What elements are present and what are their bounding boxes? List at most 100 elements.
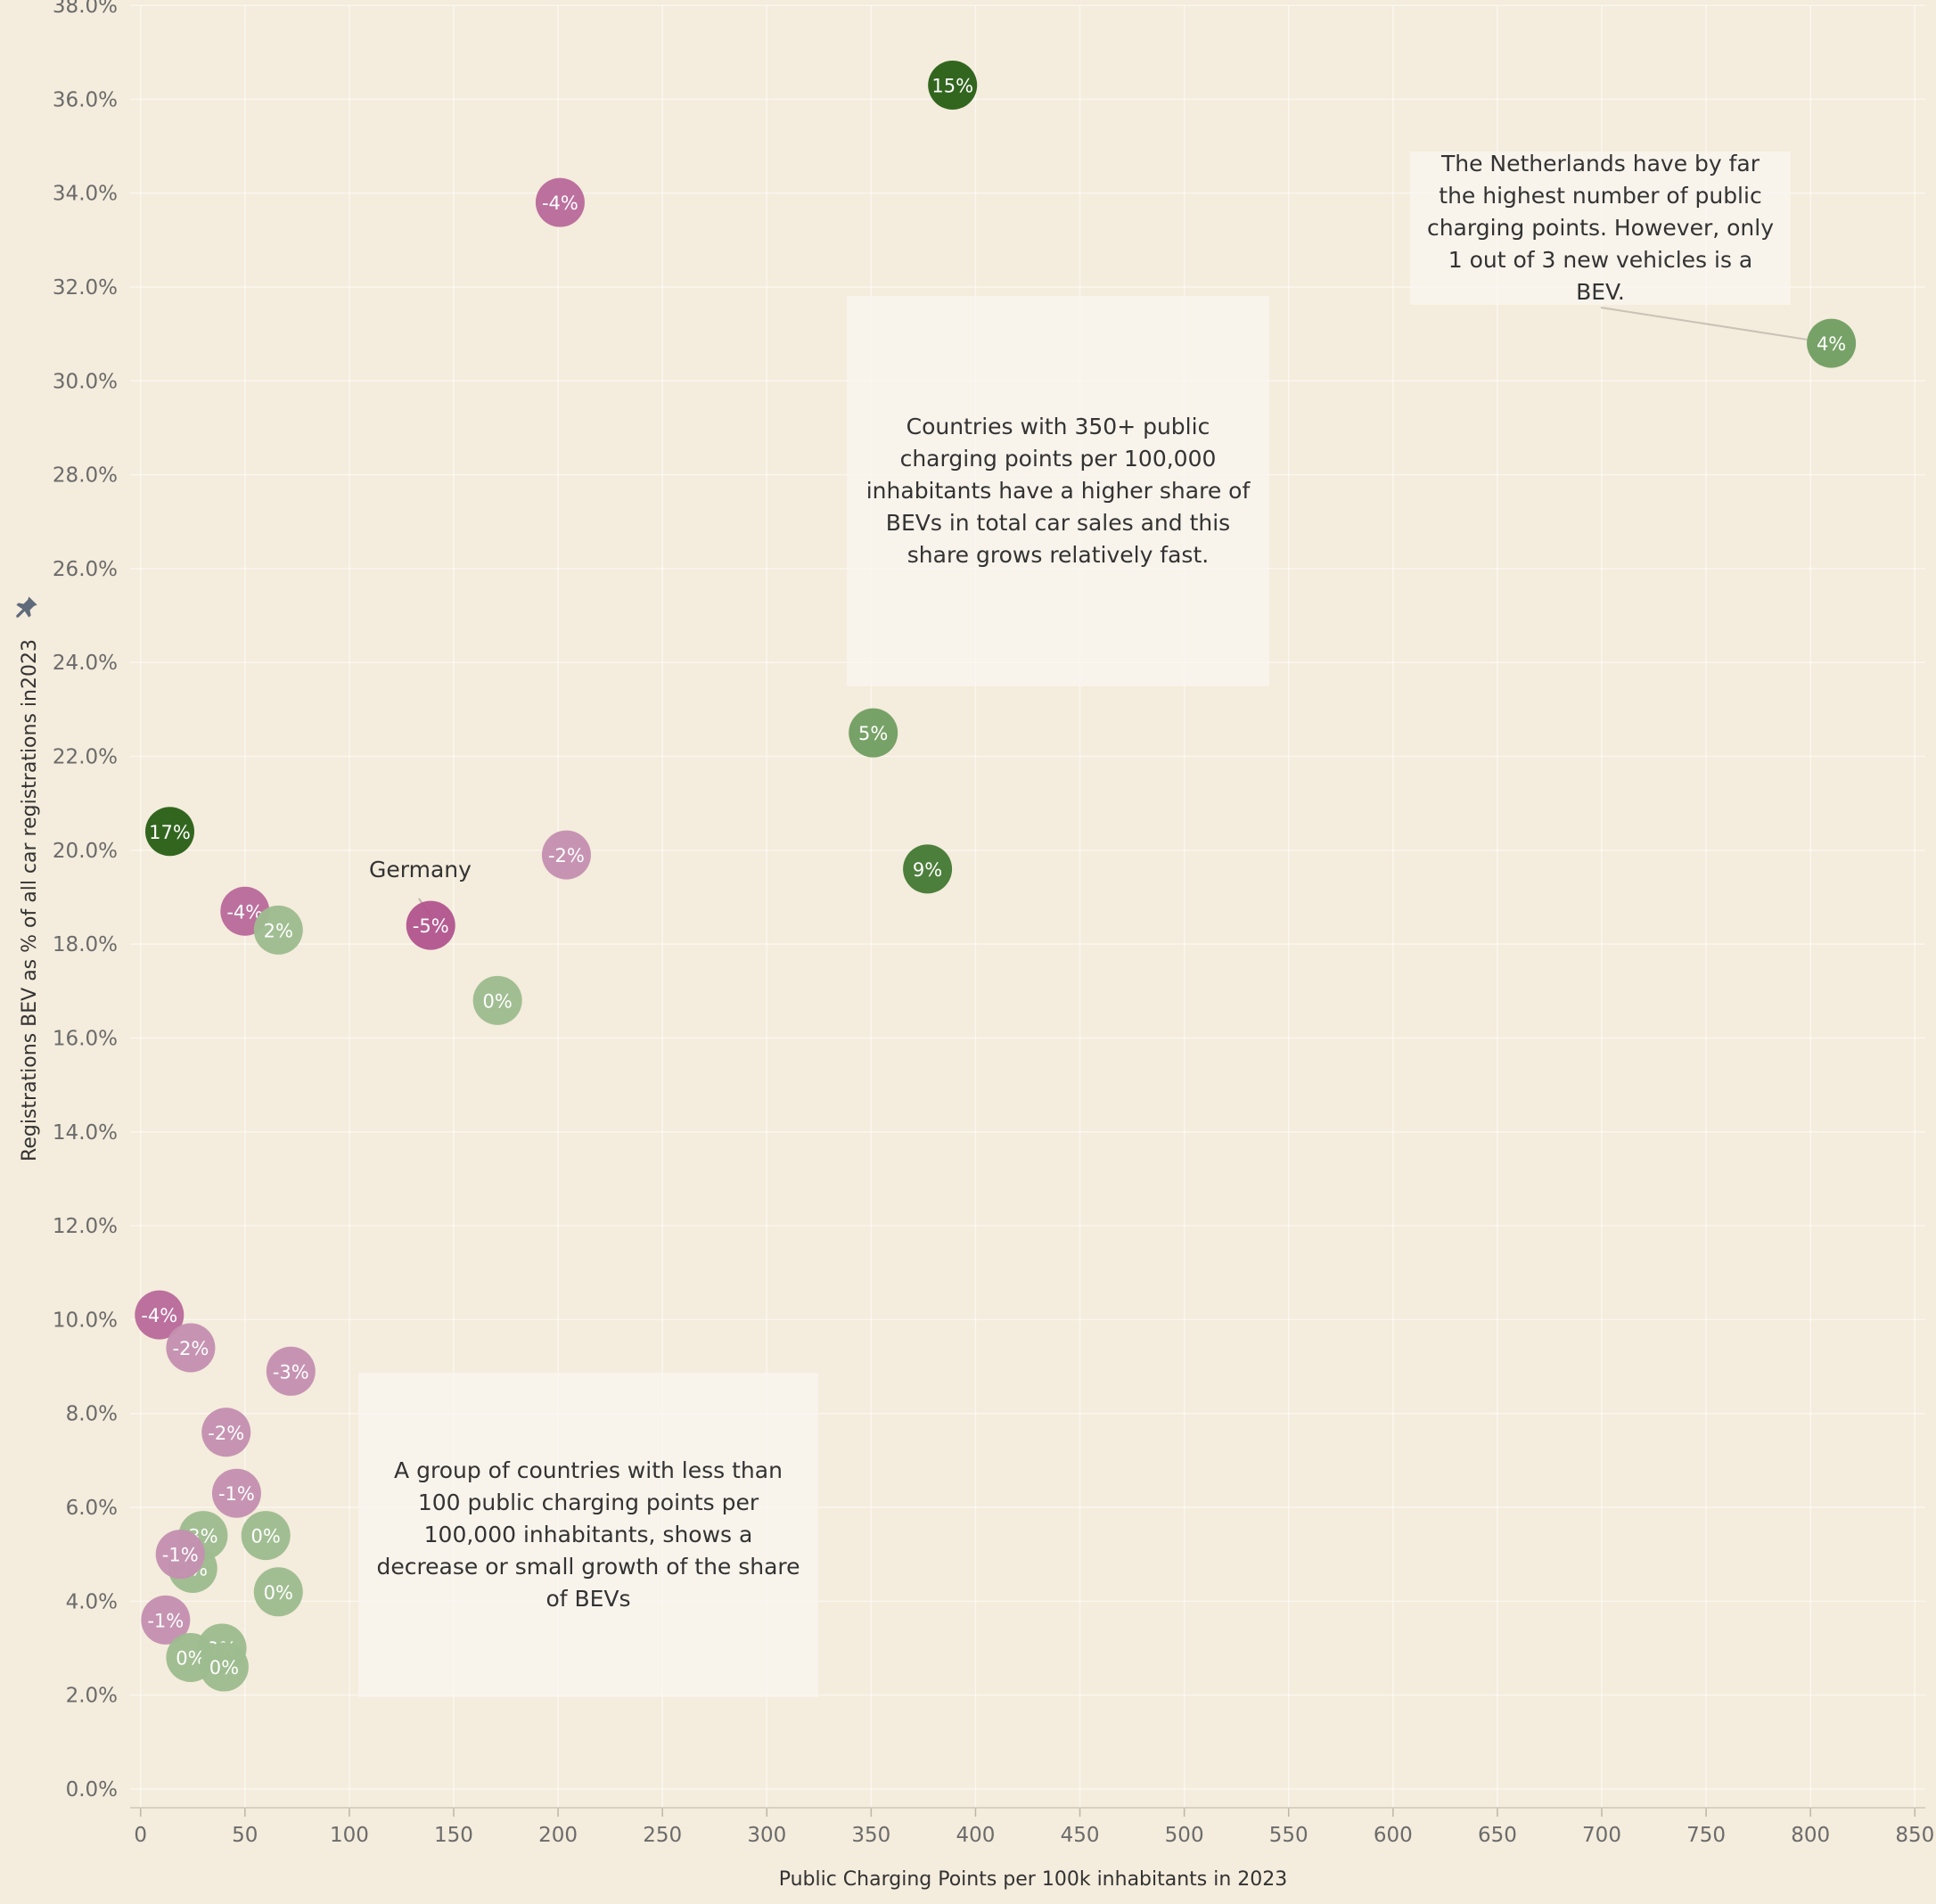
y-tick-label: 8.0%: [66, 1403, 118, 1426]
x-axis-ticks: 0 50 100 150 200 250 300 350 400 450 500 550 600 650 7…: [130, 1807, 1934, 1847]
data-point[interactable]: 0%: [199, 1642, 249, 1692]
y-tick-label: 32.0%: [53, 276, 118, 300]
grid: [130, 4, 1925, 1808]
y-tick-label: 38.0%: [53, 0, 118, 18]
y-tick-label: 6.0%: [66, 1497, 118, 1520]
x-axis-title: Public Charging Points per 100k inhabita…: [779, 1868, 1288, 1891]
bubble-label: -3%: [273, 1361, 309, 1383]
bubble-label: 0%: [209, 1657, 239, 1678]
x-tick-label: 550: [1269, 1824, 1308, 1847]
bubble-label: 17%: [149, 822, 191, 843]
data-point[interactable]: 5%: [849, 708, 898, 758]
bubble-label: -1%: [147, 1610, 184, 1631]
data-point[interactable]: 15%: [928, 61, 978, 111]
bubble-marker: [1807, 318, 1857, 368]
bubble-label: -1%: [162, 1545, 199, 1566]
data-point[interactable]: -5%: [406, 900, 455, 950]
data-point[interactable]: -1%: [211, 1468, 261, 1518]
netherlands-connector: [1600, 307, 1809, 341]
x-tick-label: 150: [434, 1824, 473, 1847]
y-tick-label: 18.0%: [53, 933, 118, 956]
data-point[interactable]: -4%: [535, 177, 585, 227]
bubble-label: 2%: [264, 920, 293, 941]
bubble-marker: [406, 900, 455, 950]
annotation-netherlands: The Netherlands have by far the highest …: [1410, 151, 1791, 305]
x-tick-label: 100: [330, 1824, 369, 1847]
data-point[interactable]: 2%: [253, 905, 303, 955]
x-tick-label: 700: [1582, 1824, 1621, 1847]
y-tick-label: 22.0%: [53, 746, 118, 769]
data-point[interactable]: 0%: [241, 1511, 291, 1561]
annotation-low-charging-group: A group of countries with less than 100 …: [358, 1373, 818, 1697]
data-point[interactable]: 17%: [144, 807, 194, 857]
bubble-label: 9%: [913, 859, 942, 881]
bubble-marker: [928, 61, 978, 111]
data-point[interactable]: -4%: [135, 1290, 185, 1340]
x-tick-label: 500: [1165, 1824, 1204, 1847]
data-point[interactable]: -3%: [266, 1346, 316, 1396]
y-tick-label: 30.0%: [53, 370, 118, 393]
x-tick-label: 600: [1374, 1824, 1413, 1847]
bubble-marker: [199, 1642, 249, 1692]
y-tick-label: 34.0%: [53, 183, 118, 206]
bubble-marker: [253, 1567, 303, 1617]
bubble-marker: [903, 844, 953, 894]
bubble-marker: [166, 1323, 216, 1373]
bubble-marker: [241, 1511, 291, 1561]
bubble-marker: [144, 807, 194, 857]
bubble-label: 0%: [483, 990, 513, 1012]
x-tick-label: 850: [1895, 1824, 1934, 1847]
bubble-label: 5%: [858, 723, 888, 744]
y-tick-label: 0.0%: [66, 1778, 118, 1801]
data-point[interactable]: -2%: [201, 1407, 251, 1457]
bubble-label: 0%: [251, 1526, 281, 1547]
y-axis-title: Registrations BEV as % of all car regist…: [19, 639, 41, 1161]
x-tick-label: 0: [134, 1824, 147, 1847]
data-point[interactable]: 4%: [1807, 318, 1857, 368]
x-tick-label: 750: [1686, 1824, 1726, 1847]
bubble-label: -4%: [141, 1305, 177, 1326]
y-tick-label: 12.0%: [53, 1215, 118, 1238]
annotation-germany: Germany: [369, 857, 472, 882]
x-tick-label: 250: [643, 1824, 682, 1847]
bubble-marker: [211, 1468, 261, 1518]
data-point[interactable]: -2%: [166, 1323, 216, 1373]
y-tick-label: 4.0%: [66, 1590, 118, 1613]
bubble-label: -1%: [218, 1483, 255, 1505]
y-tick-label: 16.0%: [53, 1027, 118, 1050]
data-point[interactable]: -1%: [155, 1530, 205, 1580]
bubble-label: 4%: [1817, 333, 1846, 355]
bubble-label: -4%: [542, 193, 578, 214]
x-tick-label: 650: [1478, 1824, 1517, 1847]
bubble-marker: [201, 1407, 251, 1457]
bubble-marker: [849, 708, 898, 758]
x-tick-label: 200: [538, 1824, 578, 1847]
data-points: 15%-4%4%5%17%-2%9%-4%2% -5%0%-4%-2%-3%-2%…: [135, 61, 1857, 1692]
y-tick-label: 10.0%: [53, 1309, 118, 1332]
x-tick-label: 450: [1061, 1824, 1100, 1847]
bubble-marker: [141, 1595, 191, 1645]
y-tick-label: 14.0%: [53, 1121, 118, 1145]
bubble-label: -2%: [172, 1338, 209, 1359]
x-tick-label: 400: [956, 1824, 996, 1847]
y-tick-label: 24.0%: [53, 652, 118, 675]
bubble-marker: [266, 1346, 316, 1396]
data-point[interactable]: -1%: [141, 1595, 191, 1645]
bubble-label: 0%: [264, 1582, 293, 1604]
bubble-marker: [541, 830, 591, 880]
bubble-marker: [472, 975, 522, 1025]
data-point[interactable]: 0%: [253, 1567, 303, 1617]
data-point[interactable]: -2%: [541, 830, 591, 880]
y-tick-label: 28.0%: [53, 464, 118, 488]
y-tick-label: 2.0%: [66, 1685, 118, 1708]
y-axis-ticks: 0.0% 2.0% 4.0% 6.0% 8.0% 10.0% 12.0% 14.0% 16.0%…: [53, 0, 118, 1801]
x-tick-label: 50: [232, 1824, 258, 1847]
bubble-label: -2%: [548, 845, 585, 866]
data-point[interactable]: 9%: [903, 844, 953, 894]
data-point[interactable]: 0%: [472, 975, 522, 1025]
bubble-marker: [135, 1290, 185, 1340]
pin-icon[interactable]: [14, 595, 39, 620]
bubble-marker: [535, 177, 585, 227]
